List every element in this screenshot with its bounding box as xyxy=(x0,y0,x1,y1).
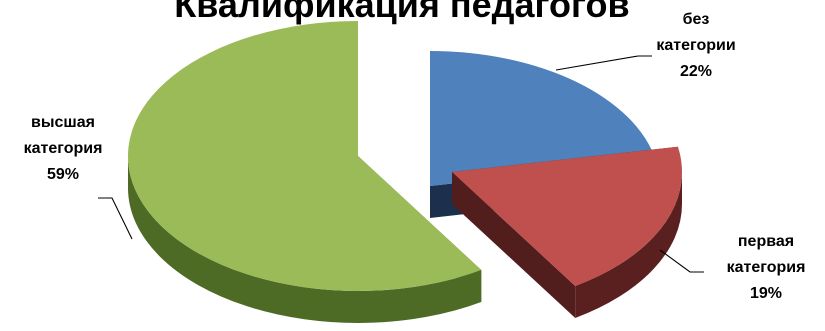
leader-line xyxy=(98,197,133,240)
slice-label: 22% xyxy=(680,63,712,80)
slice-label: категория xyxy=(24,140,103,157)
slice-label: категории xyxy=(656,37,735,54)
pie-slice-первая-категория xyxy=(452,146,683,318)
slice-label: 59% xyxy=(47,166,79,183)
slice-labels: без категории 22% первая категория 19% высшая к… xyxy=(24,11,806,302)
pie-slice-outer-wall xyxy=(575,172,682,318)
pie-slice-top xyxy=(127,20,482,291)
pie-slice-top xyxy=(430,50,656,186)
leader-line xyxy=(555,55,652,71)
pie-slice-top xyxy=(452,146,683,286)
pie-slice-side-wall xyxy=(452,172,576,318)
pie-slice-outer-wall xyxy=(128,156,482,323)
slice-label: первая xyxy=(738,233,794,250)
slice-label: категория xyxy=(727,259,806,276)
chart-title: Квалификация педагогов xyxy=(174,0,629,25)
slice-label: 19% xyxy=(750,285,782,302)
pie-slice-высшая-категория xyxy=(127,20,482,323)
leader-line xyxy=(659,249,704,273)
slice-label: высшая xyxy=(31,114,95,131)
pie-slices xyxy=(127,20,683,323)
slice-label: без xyxy=(683,11,710,28)
